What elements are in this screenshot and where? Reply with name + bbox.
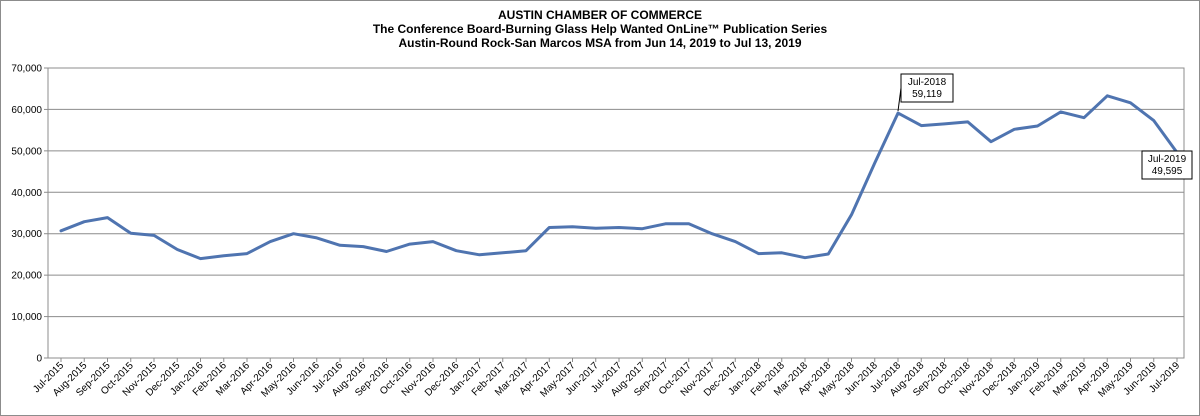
- callout-label: Jul-2019: [1148, 154, 1187, 165]
- chart-title: AUSTIN CHAMBER OF COMMERCE: [498, 8, 702, 22]
- chart-subtitle-range: Austin-Round Rock-San Marcos MSA from Ju…: [398, 36, 802, 50]
- chart-subtitle: The Conference Board-Burning Glass Help …: [372, 22, 828, 36]
- y-tick-label: 30,000: [11, 229, 42, 240]
- chart-title-block: AUSTIN CHAMBER OF COMMERCE The Conferenc…: [0, 8, 1200, 50]
- y-tick-label: 40,000: [11, 188, 42, 199]
- y-tick-label: 10,000: [11, 312, 42, 323]
- callout-box: [1141, 150, 1193, 180]
- callout-value: 59,119: [912, 89, 942, 100]
- y-tick-label: 50,000: [11, 146, 42, 157]
- callout-box: [900, 73, 954, 103]
- plot-area: [47, 67, 1185, 359]
- y-tick-label: 20,000: [11, 271, 42, 282]
- callout-label: Jul-2018: [908, 77, 947, 88]
- y-tick-label: 0: [36, 354, 42, 365]
- callout-value: 49,595: [1152, 166, 1183, 177]
- y-tick-label: 70,000: [11, 64, 42, 75]
- y-tick-label: 60,000: [11, 105, 42, 116]
